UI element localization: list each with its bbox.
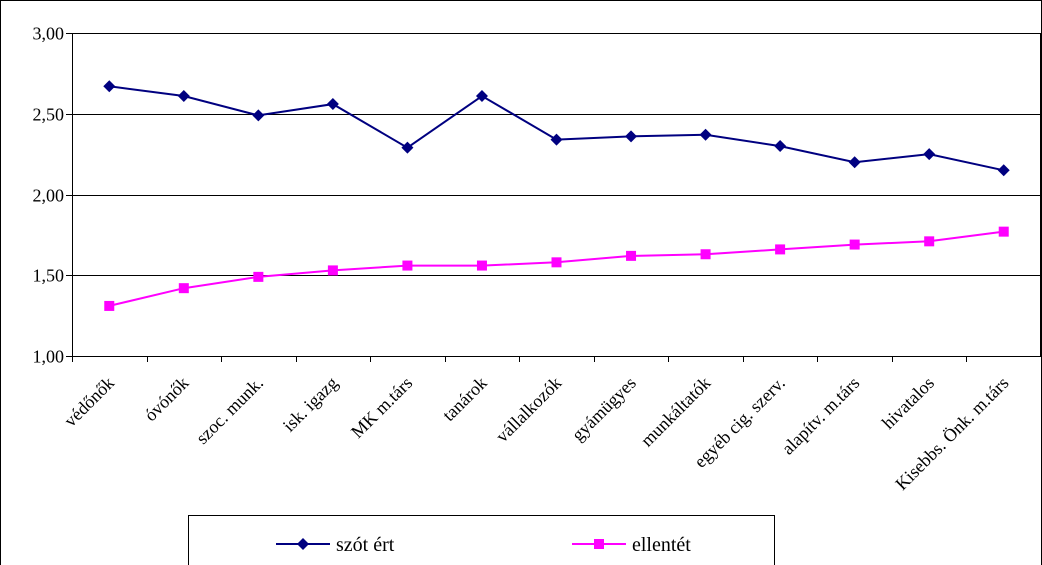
y-tick-label: 2,00 [33,186,65,206]
data-point [775,244,786,255]
plot-area [72,33,1041,357]
y-tick-label: 2,50 [33,105,65,125]
legend: szót ért ellentét [188,515,775,565]
data-point [551,257,562,268]
legend-marker [594,539,604,549]
series-1 [103,80,1010,177]
legend-box [188,515,775,565]
legend-marker [297,538,309,550]
data-point [401,141,414,154]
data-point [699,128,712,141]
data-point [626,250,637,261]
data-point [327,265,338,276]
legend-label: ellentét [632,534,691,556]
data-point [104,300,115,311]
data-point [625,130,638,143]
data-point [849,239,860,250]
data-point [177,89,190,102]
data-point [998,226,1009,237]
data-point [475,89,488,102]
data-point [252,109,265,122]
data-point [103,80,116,93]
data-point [326,98,339,111]
data-point [774,140,787,153]
data-point [550,133,563,146]
y-axis: 1,00 1,50 2,00 2,50 3,00 [33,24,72,367]
data-point [253,271,264,282]
y-tick-label: 3,00 [33,24,65,44]
series-layer [103,80,1010,311]
data-point [700,249,711,260]
data-point [848,156,861,169]
data-point [923,148,936,161]
data-point [476,260,487,271]
y-tick-label: 1,00 [33,347,65,367]
data-point [178,283,189,294]
legend-label: szót ért [336,534,395,556]
series-2 [104,226,1009,311]
data-point [402,260,413,271]
data-point [924,236,935,247]
y-tick-label: 1,50 [33,266,65,286]
data-point [997,164,1010,177]
